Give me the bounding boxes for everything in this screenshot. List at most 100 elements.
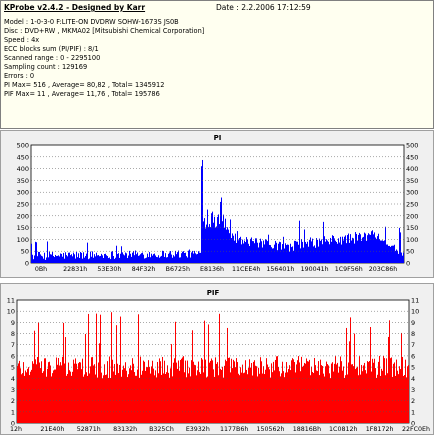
pi-bar <box>298 244 299 263</box>
pif-bar <box>342 370 343 423</box>
pi-ytick-left: 150 <box>17 224 29 232</box>
pi-bar <box>161 255 162 263</box>
pif-bar <box>61 365 62 423</box>
pi-bar <box>34 255 35 263</box>
pi-bar <box>279 241 280 263</box>
pi-bar <box>82 258 83 263</box>
pi-bar <box>252 241 253 263</box>
pif-bar <box>286 362 287 423</box>
pif-bar <box>93 365 94 423</box>
pi-bar <box>347 235 348 263</box>
pif-ytick-right: 0 <box>411 420 415 428</box>
pi-bar <box>302 241 303 263</box>
pif-bar <box>317 371 318 423</box>
pi-bar <box>340 236 341 263</box>
pi-bar <box>392 245 393 263</box>
pif-bar <box>238 373 239 423</box>
pi-bar <box>208 226 209 263</box>
pi-bar <box>332 235 333 263</box>
pi-bar <box>192 250 193 263</box>
pi-bar <box>314 245 315 263</box>
pi-bar <box>378 233 379 263</box>
pif-bar <box>309 359 310 423</box>
pi-bar <box>229 233 230 263</box>
pi-bar <box>313 246 314 263</box>
pif-bar <box>393 363 394 423</box>
pif-bar <box>318 361 319 423</box>
pif-bar <box>196 375 197 423</box>
pif-bar <box>71 375 72 423</box>
pif-bar <box>57 364 58 423</box>
pif-ytick-right: 1 <box>411 408 415 416</box>
pif-bar <box>149 367 150 423</box>
pi-bar <box>259 242 260 263</box>
pi-bar <box>251 237 252 263</box>
pi-bar <box>245 242 246 263</box>
pi-bar <box>71 254 72 263</box>
pi-bar <box>201 166 202 263</box>
pif-bar <box>293 359 294 423</box>
pif-bar <box>17 366 18 423</box>
pif-xtick-label: 83132h <box>113 426 137 433</box>
pif-bar <box>374 358 375 423</box>
pi-bar <box>319 238 320 263</box>
pif-bar <box>304 362 305 423</box>
pif-bar <box>87 375 88 423</box>
pif-bar <box>198 361 199 423</box>
pif-bar <box>100 314 101 423</box>
pif-bar <box>24 375 25 423</box>
pif-bar <box>151 366 152 423</box>
pif-bar <box>300 371 301 423</box>
info-header: KProbe v2.4.2 - Designed by Karr Date : … <box>4 3 430 14</box>
pi-bar <box>231 238 232 263</box>
pi-bar <box>35 241 36 263</box>
pi-bar <box>236 242 237 263</box>
pi-bar <box>228 229 229 263</box>
pi-bar <box>138 255 139 263</box>
pi-bar <box>195 253 196 263</box>
pi-bar <box>154 253 155 263</box>
pif-bar <box>55 369 56 423</box>
pif-bar <box>95 374 96 423</box>
pi-bar <box>91 256 92 263</box>
pif-bar <box>241 372 242 423</box>
pif-bar <box>94 364 95 423</box>
pif-bar <box>275 359 276 423</box>
pi-bar <box>72 256 73 263</box>
pif-xtick-label: 21E40h <box>40 426 64 433</box>
pi-bar <box>344 236 345 263</box>
pif-bar <box>237 362 238 423</box>
pi-bar <box>263 240 264 263</box>
pi-bar <box>94 254 95 263</box>
pi-bar <box>307 241 308 263</box>
pi-bar <box>188 250 189 263</box>
pi-bar <box>193 253 194 263</box>
pif-bar <box>230 372 231 423</box>
pi-bar <box>366 240 367 263</box>
pi-bar <box>354 243 355 263</box>
pi-bar <box>253 241 254 263</box>
pi-bar <box>119 257 120 263</box>
pif-bar <box>407 366 408 423</box>
pi-ytick-left: 0 <box>25 260 29 268</box>
pi-bar <box>325 241 326 263</box>
pif-xtick-label: E3932h <box>186 426 210 433</box>
pi-bar <box>68 252 69 263</box>
pif-bar <box>43 371 44 423</box>
pi-bar <box>129 250 130 263</box>
pi-bar <box>103 257 104 263</box>
pi-bar <box>104 254 105 263</box>
pi-bar <box>304 229 305 263</box>
pif-bar <box>77 369 78 423</box>
pi-bar <box>328 241 329 263</box>
pif-bar <box>213 369 214 423</box>
pi-bar <box>278 243 279 263</box>
pi-bar <box>79 257 80 263</box>
pif-bar <box>114 364 115 423</box>
pif-bar <box>80 362 81 423</box>
pif-bar <box>147 367 148 423</box>
pi-ytick-right: 250 <box>406 201 418 209</box>
pif-bar <box>287 372 288 423</box>
pi-bar <box>336 241 337 263</box>
pif-bar <box>102 378 103 423</box>
